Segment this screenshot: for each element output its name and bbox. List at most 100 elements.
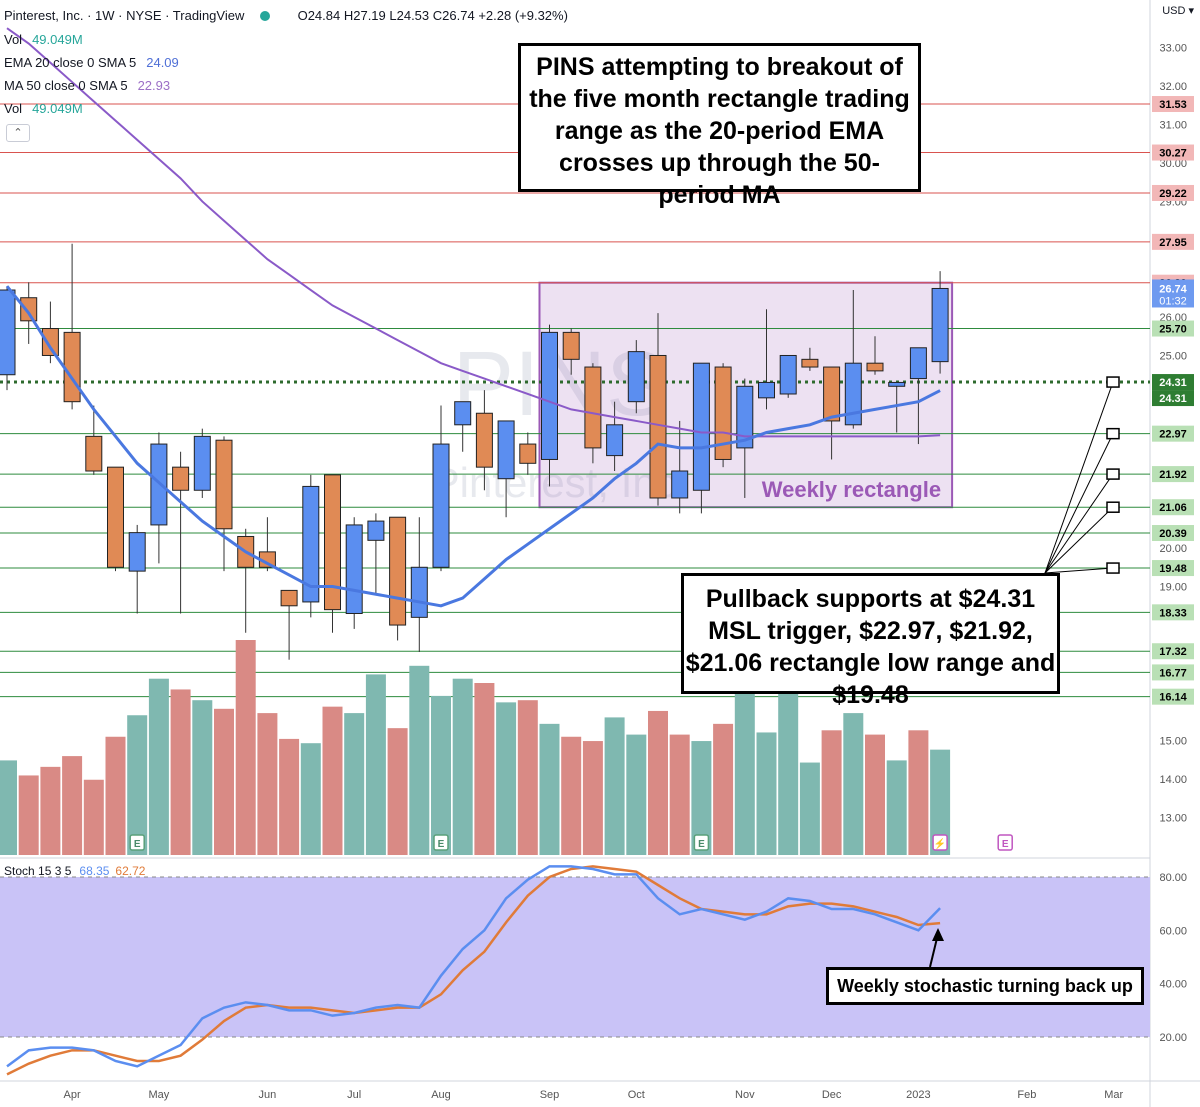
price-tick: 25.00 [1159,350,1187,362]
level-label-bg-27.95 [1152,233,1194,250]
level-label-30.27: 30.27 [1159,148,1187,160]
candle-body [519,443,537,464]
earnings-marker-icon [129,834,145,851]
level-label-bg-19.48 [1152,560,1194,577]
time-tick: Aug [431,1089,451,1101]
volume-bar [474,683,495,855]
ema-legend[interactable]: EMA 20 close 0 SMA 5 24.09 [4,55,179,70]
candle-body [541,331,558,460]
candle-body [20,297,38,322]
candle-body [584,366,602,449]
support-marker [1106,468,1120,480]
candle-body [432,443,450,568]
candle-body [606,424,624,457]
support-pointer-line [1044,473,1114,574]
time-tick: Sep [540,1089,560,1101]
level-label-bg-16.14 [1152,688,1194,705]
volume-bar [257,713,278,855]
stoch-tick: 40.00 [1159,979,1187,991]
candle-body [866,362,884,372]
vol2-legend[interactable]: Vol 49.049M [4,101,83,116]
candle-body [779,354,797,395]
price-tick: 33.00 [1159,42,1187,54]
time-tick: Nov [735,1089,755,1101]
candle-body [389,516,407,626]
candle-body [345,524,363,614]
time-tick: Jun [259,1089,277,1101]
volume-bar [0,760,17,855]
volume-bar [496,702,517,855]
price-tick: 13.00 [1159,813,1187,825]
volume-bar [691,741,712,855]
stoch-tick: 80.00 [1159,872,1187,884]
ma50-line [6,27,941,438]
ohlc-readout: O24.84 H27.19 L24.53 C26.74 [297,8,475,23]
support-pointer-line [1044,381,1114,574]
vol-legend[interactable]: Vol 49.049M [4,32,83,47]
level-label-31.53: 31.53 [1159,99,1187,111]
level-label-bg-21.06 [1152,499,1194,516]
volume-bar [300,743,321,855]
currency-selector[interactable]: USD ▾ [1162,5,1194,17]
volume-bar [452,678,473,855]
time-tick: Mar [1104,1089,1123,1101]
candle-body [888,381,906,387]
earnings-marker-label: E [438,839,445,850]
watermark-name: Pinterest, Inc. [432,459,689,506]
candle-body [107,466,124,568]
level-label-bg-21.92 [1152,466,1194,483]
volume-bar [778,691,799,855]
candle-body [562,331,580,360]
chevron-up-icon[interactable]: ⌃ [6,124,30,142]
volume-bar [734,650,755,855]
volume-bar [582,741,603,855]
level-label-bg-20.39 [1152,525,1194,542]
rectangle-label: Weekly rectangle [762,477,941,502]
support-marker [1106,427,1120,440]
price-tick: 31.00 [1159,119,1187,131]
price-tick: 30.00 [1159,158,1187,170]
candle-body [475,412,493,468]
symbol-title[interactable]: Pinterest, Inc. · 1W · NYSE · TradingVie… [4,8,245,23]
candle-body [909,347,927,380]
time-tick: Jul [347,1089,361,1101]
time-tick: Feb [1017,1089,1036,1101]
stoch-d-line [6,865,941,1076]
time-tick: Apr [64,1089,81,1101]
support-pointer-line [1044,567,1114,574]
volume-bar [170,689,191,855]
level-label-19.48: 19.48 [1159,563,1187,575]
bar-countdown: 01:32 [1159,295,1187,307]
ma-legend[interactable]: MA 50 close 0 SMA 5 22.93 [4,78,171,93]
level-label-27.95: 27.95 [1159,237,1187,249]
volume-bar [713,723,734,855]
time-tick: Oct [628,1089,645,1101]
level-label-22.97: 22.97 [1159,429,1187,441]
level-label-bg-29.22 [1152,184,1194,201]
volume-bar [235,640,256,855]
stoch-tick: 20.00 [1159,1032,1187,1044]
candle-body [801,358,819,368]
annotation-breakout: PINS attempting to breakout of the five … [518,43,921,209]
price-tick: 14.00 [1159,774,1187,786]
support-marker [1106,562,1120,574]
candle-body [280,589,298,607]
volume-bar [192,700,213,855]
volume-bar [886,760,907,855]
candle-body [63,331,81,403]
volume-bar [604,717,625,855]
annotation-supports: Pullback supports at $24.31 MSL trigger,… [681,573,1060,709]
earnings-marker-label: E [134,839,141,850]
candle-body [172,466,190,491]
level-label-bg-31.53 [1152,96,1194,113]
earnings-marker-icon [997,834,1013,851]
time-tick: May [149,1089,170,1101]
volume-bar [83,779,104,855]
level-label-25.70: 25.70 [1159,324,1187,336]
level-label-18.33: 18.33 [1159,607,1187,619]
price-tick: 32.00 [1159,81,1187,93]
volume-bar [648,710,668,855]
candle-body [410,566,428,618]
stoch-legend[interactable]: Stoch 15 3 5 68.35 62.72 [4,864,146,878]
volume-bar [799,762,820,855]
